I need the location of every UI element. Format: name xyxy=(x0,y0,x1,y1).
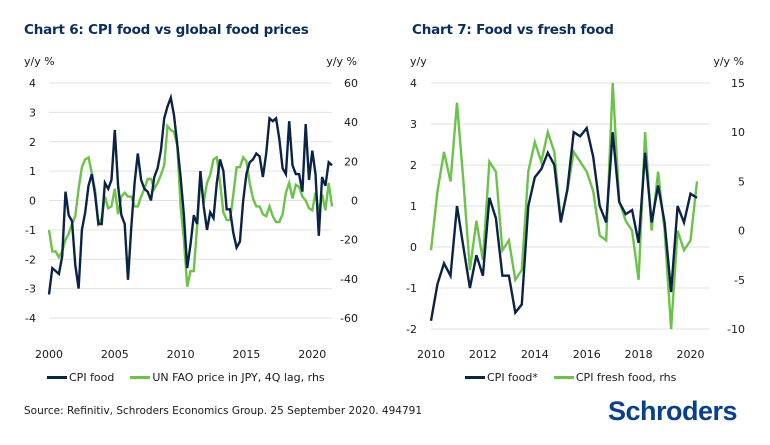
left-axis-tick-label: -2 xyxy=(406,323,417,336)
left-axis-tick-label: 4 xyxy=(410,77,417,90)
source-note: Source: Refinitiv, Schroders Economics G… xyxy=(24,405,423,417)
x-axis-tick-label: 2016 xyxy=(573,348,601,361)
chart-6-left-axis-label: y/y % xyxy=(24,55,55,68)
left-axis-tick-label: -3 xyxy=(25,283,36,296)
left-axis-tick-label: 0 xyxy=(29,195,36,208)
legend-swatch-navy xyxy=(465,376,485,379)
chart-6-legend: CPI food UN FAO price in JPY, 4Q lag, rh… xyxy=(47,371,341,384)
left-axis-tick-label: -4 xyxy=(25,312,36,325)
right-axis-tick-label: -40 xyxy=(340,273,358,286)
left-axis-tick-label: 3 xyxy=(410,118,417,131)
left-axis-tick-label: 1 xyxy=(29,165,36,178)
left-axis-tick-label: 3 xyxy=(29,106,36,119)
chart-7-right-axis-label: y/y % xyxy=(713,55,744,68)
x-axis-tick-label: 2010 xyxy=(167,348,195,361)
x-axis-tick-label: 2005 xyxy=(101,348,129,361)
series-line-un-fao-price-in-jpy-4q-lag-rhs xyxy=(47,123,334,287)
x-axis-tick-label: 2020 xyxy=(298,348,326,361)
right-axis-tick-label: 0 xyxy=(351,195,358,208)
legend-item-cpi-food-star: CPI food* xyxy=(465,371,538,384)
right-axis-tick-label: 20 xyxy=(344,155,358,168)
legend-label: CPI fresh food, rhs xyxy=(575,371,677,384)
chart-7-title: Chart 7: Food vs fresh food xyxy=(412,22,614,38)
chart-6-right-axis-label: y/y % xyxy=(326,55,357,68)
left-axis-tick-label: -1 xyxy=(25,224,36,237)
x-axis-tick-label: 2012 xyxy=(469,348,497,361)
legend-label: CPI food xyxy=(69,371,115,384)
x-axis-tick-label: 2020 xyxy=(677,348,705,361)
right-axis-tick-label: 0 xyxy=(738,225,745,238)
right-axis-tick-label: -5 xyxy=(734,274,745,287)
legend-swatch-green xyxy=(130,376,151,379)
legend-item-cpi-fresh-food: CPI fresh food, rhs xyxy=(553,371,677,384)
series-line-cpi-food xyxy=(47,93,333,295)
left-axis-tick-label: 2 xyxy=(410,159,417,172)
right-axis-tick-label: 15 xyxy=(731,77,745,90)
legend-swatch-navy xyxy=(47,376,67,379)
schroders-logo: Schroders xyxy=(608,396,738,426)
legend-item-cpi-food: CPI food xyxy=(47,371,114,384)
chart-7-left-axis-label: y/y xyxy=(410,55,427,68)
left-axis-tick-label: 2 xyxy=(29,136,36,149)
legend-label: UN FAO price in JPY, 4Q lag, rhs xyxy=(152,371,325,384)
right-axis-tick-label: -20 xyxy=(340,234,358,247)
left-axis-tick-label: 0 xyxy=(410,241,417,254)
x-axis-tick-label: 2010 xyxy=(417,348,445,361)
x-axis-tick-label: 2000 xyxy=(35,348,63,361)
left-axis-tick-label: 4 xyxy=(29,77,36,90)
left-axis-tick-label: 1 xyxy=(410,200,417,213)
x-axis-tick-label: 2015 xyxy=(232,348,260,361)
x-axis-tick-label: 2014 xyxy=(521,348,549,361)
chart-7-legend: CPI food* CPI fresh food, rhs xyxy=(465,371,692,384)
legend-label: CPI food* xyxy=(487,371,538,384)
right-axis-tick-label: 5 xyxy=(738,175,745,188)
right-axis-tick-label: 60 xyxy=(344,77,358,90)
series-line-cpi-food xyxy=(429,125,698,322)
right-axis-tick-label: 40 xyxy=(344,116,358,129)
left-axis-tick-label: -2 xyxy=(25,253,36,266)
chart-6-plot: 4 3 2 1 0 -1 -2 -3 -4 60 40 20 0 -20 -40 -60 2000 2005 201… xyxy=(25,77,358,361)
right-axis-tick-label: 10 xyxy=(731,126,745,139)
right-axis-tick-label: -60 xyxy=(340,312,358,325)
chart-6-title: Chart 6: CPI food vs global food prices xyxy=(24,22,309,38)
right-axis-tick-label: -10 xyxy=(727,323,745,336)
legend-swatch-green xyxy=(553,376,574,379)
x-axis-tick-label: 2018 xyxy=(625,348,653,361)
left-axis-tick-label: -1 xyxy=(406,282,417,295)
legend-item-fao-price: UN FAO price in JPY, 4Q lag, rhs xyxy=(130,371,325,384)
